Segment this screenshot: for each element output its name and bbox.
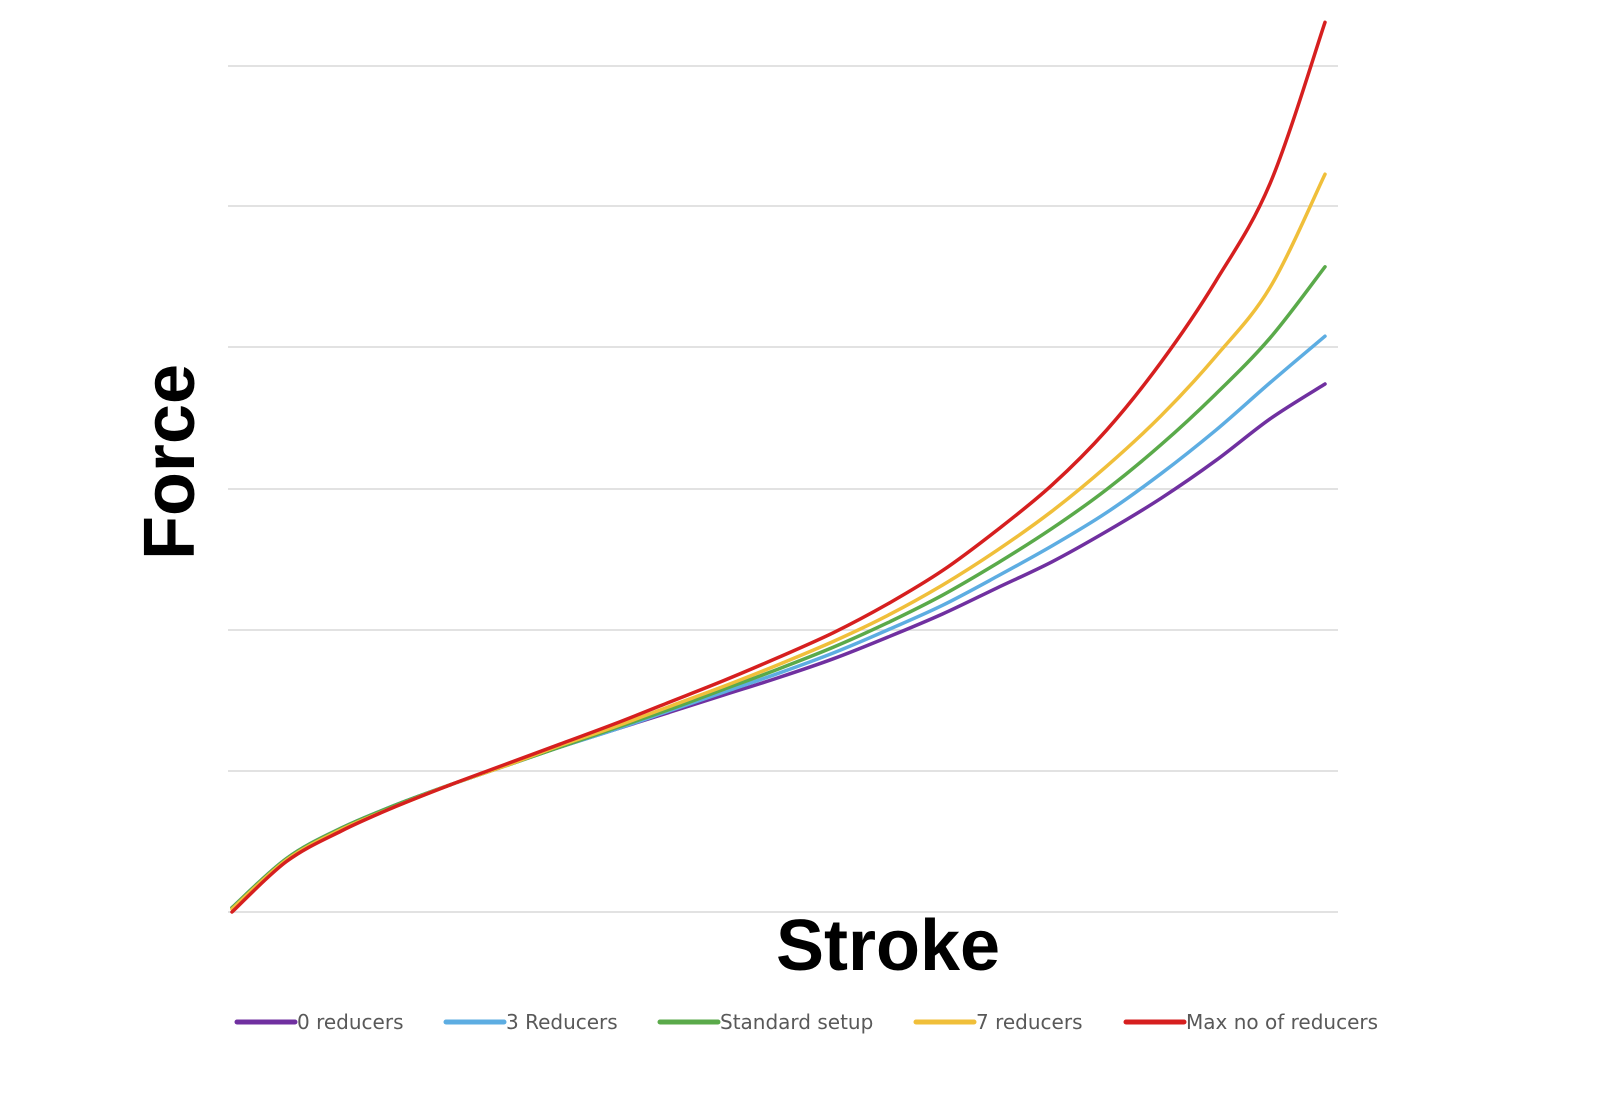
series-line-0 bbox=[230, 382, 1327, 910]
x-axis-title: Stroke bbox=[776, 906, 1000, 986]
series-line-3 bbox=[230, 172, 1327, 911]
legend-label-2: Standard setup bbox=[720, 1010, 873, 1034]
legend-label-1: 3 Reducers bbox=[506, 1010, 618, 1034]
legend-label-0: 0 reducers bbox=[297, 1010, 403, 1034]
y-axis-title: Force bbox=[130, 364, 210, 560]
legend-label-3: 7 reducers bbox=[976, 1010, 1082, 1034]
series-lines bbox=[230, 20, 1327, 914]
series-line-4 bbox=[230, 20, 1327, 914]
series-line-1 bbox=[230, 334, 1327, 910]
legend: 0 reducers 3 Reducers Standard setup 7 redu… bbox=[234, 1010, 1378, 1034]
legend-label-4: Max no of reducers bbox=[1186, 1010, 1378, 1034]
gridlines bbox=[228, 65, 1338, 913]
